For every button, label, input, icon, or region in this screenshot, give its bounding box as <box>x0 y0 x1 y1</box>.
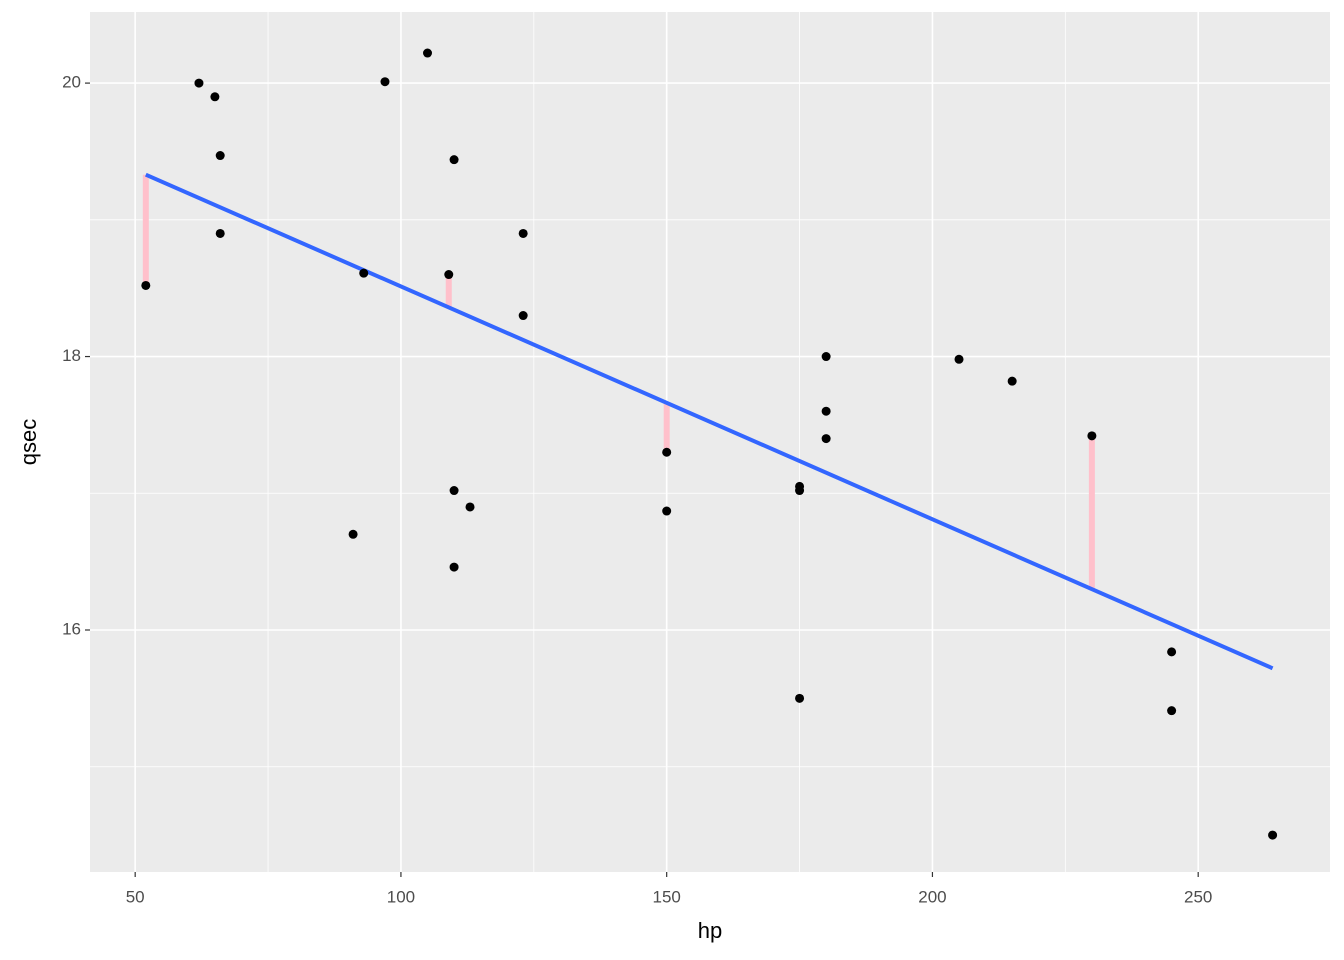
fit-line <box>145 172 1274 671</box>
x-tick-label: 150 <box>652 887 680 906</box>
point <box>215 228 225 238</box>
point <box>518 311 528 321</box>
point <box>821 406 831 416</box>
panel <box>90 12 1330 872</box>
y-tick-label: 18 <box>62 346 81 365</box>
point <box>821 352 831 362</box>
point <box>1167 706 1177 716</box>
point <box>380 77 390 87</box>
x-tick-label: 50 <box>126 887 145 906</box>
point <box>662 447 672 457</box>
x-axis-title: hp <box>698 918 722 943</box>
point <box>465 502 475 512</box>
point <box>423 48 433 58</box>
y-tick-label: 16 <box>62 619 81 638</box>
point <box>1268 830 1278 840</box>
point <box>449 562 459 572</box>
point <box>1007 376 1017 386</box>
point <box>795 693 805 703</box>
point <box>795 481 805 491</box>
point <box>444 270 454 280</box>
point <box>449 486 459 496</box>
point <box>449 155 459 165</box>
x-tick-label: 200 <box>918 887 946 906</box>
x-tick-label: 100 <box>387 887 415 906</box>
point <box>821 434 831 444</box>
point <box>954 354 964 364</box>
y-axis-title: qsec <box>16 419 41 465</box>
point <box>141 280 151 290</box>
point <box>215 151 225 161</box>
point <box>1167 647 1177 657</box>
point <box>348 529 358 539</box>
plot-layer <box>90 12 1330 872</box>
point <box>194 78 204 88</box>
x-tick-label: 250 <box>1184 887 1212 906</box>
y-tick-label: 20 <box>62 73 81 92</box>
point <box>662 506 672 516</box>
point <box>518 228 528 238</box>
point <box>210 92 220 102</box>
point <box>359 268 369 278</box>
point <box>1087 431 1097 441</box>
